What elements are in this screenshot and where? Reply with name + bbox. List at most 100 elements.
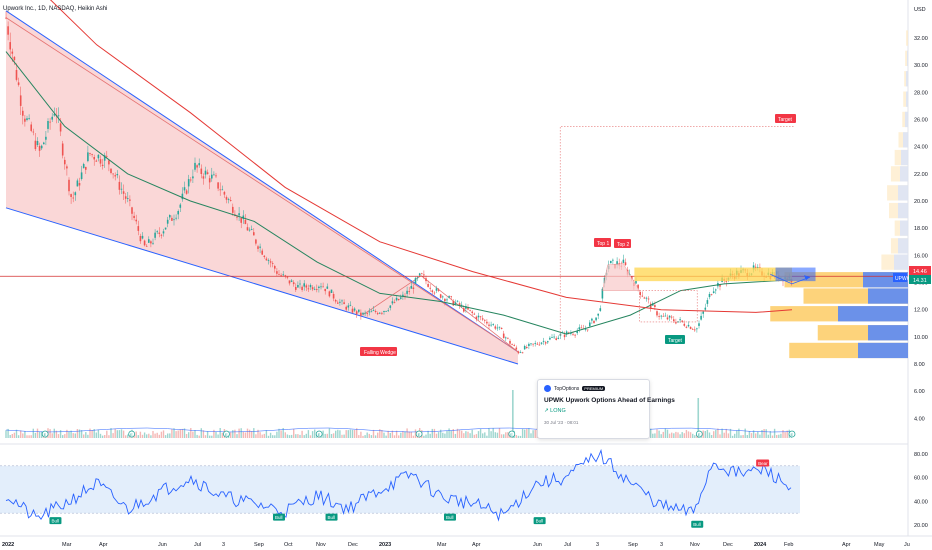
candle-body bbox=[179, 204, 182, 208]
volume-bar bbox=[452, 429, 454, 438]
ma-slow-line bbox=[49, 0, 793, 313]
volume-bar bbox=[379, 429, 381, 438]
candle-body bbox=[624, 262, 627, 265]
volume-bar bbox=[162, 430, 165, 438]
candle-body bbox=[454, 302, 457, 304]
rsi-axis[interactable]: 80.00 60.00 40.00 20.00 bbox=[914, 452, 928, 529]
candle-body bbox=[200, 168, 203, 174]
volume-bar bbox=[303, 435, 305, 438]
candle-body bbox=[337, 302, 339, 304]
volume-bar bbox=[209, 435, 211, 438]
time-axis[interactable]: 2022 Mar Apr Jun Jul 3 Sep Oct Nov Dec 2023 Mar Apr J… bbox=[2, 542, 910, 548]
volume-bar bbox=[696, 434, 698, 438]
candle-body bbox=[421, 273, 423, 275]
top1-label-bg[interactable] bbox=[594, 238, 611, 247]
target-down-label-bg[interactable] bbox=[665, 335, 685, 344]
volume-bar bbox=[752, 430, 755, 438]
time-tick-label: Nov bbox=[316, 542, 326, 548]
candle-body bbox=[637, 284, 639, 289]
volume-bar bbox=[341, 434, 343, 438]
bear-label-bg bbox=[756, 459, 770, 467]
volume-bar bbox=[146, 434, 148, 438]
candle-body bbox=[301, 286, 303, 290]
candle-body bbox=[133, 215, 135, 218]
volume-bar bbox=[219, 428, 221, 438]
rsi-tick-label: 20.00 bbox=[914, 523, 928, 529]
volume-bar bbox=[738, 428, 740, 438]
volume-bar bbox=[771, 435, 774, 438]
volume-bar bbox=[370, 435, 373, 438]
volume-bar bbox=[332, 433, 335, 438]
candle-body bbox=[345, 306, 347, 310]
premium-badge: PREMIUM bbox=[582, 386, 606, 391]
candle-body bbox=[103, 155, 106, 161]
candle-body bbox=[13, 56, 16, 61]
candle-body bbox=[601, 288, 604, 299]
volume-bar bbox=[664, 428, 667, 438]
volume-bar bbox=[719, 434, 721, 438]
candle-body bbox=[215, 175, 217, 177]
volume-bar bbox=[11, 434, 13, 438]
falling-wedge-label: Falling Wedge bbox=[364, 350, 396, 356]
volume-bar bbox=[34, 432, 37, 438]
volume-bar bbox=[156, 432, 158, 438]
volume-profile-row-up bbox=[906, 71, 908, 87]
candle-body bbox=[370, 311, 373, 313]
volume-bar bbox=[364, 435, 366, 438]
volume-profile-row-up bbox=[868, 288, 908, 304]
bear-label: Bear bbox=[758, 461, 768, 466]
time-tick-label: Oct bbox=[284, 542, 293, 548]
volume-bar bbox=[473, 434, 475, 438]
price-tick-label: 22.00 bbox=[914, 172, 928, 178]
candle-body bbox=[145, 245, 148, 247]
candle-body bbox=[471, 311, 473, 313]
candle-body bbox=[540, 342, 543, 344]
candle-body bbox=[190, 179, 192, 181]
news-title[interactable]: UPWK Upwork Options Ahead of Earnings bbox=[544, 397, 675, 404]
candle-body bbox=[276, 271, 278, 274]
volume-bar bbox=[244, 432, 247, 438]
candle-body bbox=[290, 280, 293, 282]
volume-bar bbox=[104, 435, 106, 438]
volume-bar bbox=[154, 433, 156, 438]
candle-body bbox=[752, 265, 755, 270]
candle-body bbox=[211, 174, 213, 179]
bull-label-bg bbox=[691, 520, 704, 528]
candle-body bbox=[687, 324, 690, 327]
earnings-marker bbox=[223, 430, 230, 438]
volume-bar bbox=[38, 431, 41, 438]
candle-body bbox=[715, 289, 717, 291]
volume-bar bbox=[169, 433, 171, 438]
falling-wedge-label-bg[interactable] bbox=[360, 347, 397, 356]
earnings-marker-label: E bbox=[225, 432, 228, 437]
volume-bar bbox=[515, 435, 517, 438]
earnings-marker bbox=[788, 430, 796, 438]
target-up-label-bg[interactable] bbox=[775, 114, 796, 123]
price-axis[interactable]: 32.00 30.00 28.00 26.00 24.00 22.00 20.00 18.00… bbox=[914, 36, 928, 422]
top2-label-bg[interactable] bbox=[614, 239, 631, 248]
annotation-labels: Bull Bull Bull Bull Bull Bull Bear bbox=[49, 459, 770, 528]
volume-bar bbox=[469, 433, 471, 438]
volume-bar bbox=[120, 429, 123, 438]
candle-body bbox=[437, 289, 440, 291]
volume-bar bbox=[467, 431, 469, 438]
volume-bar bbox=[305, 433, 307, 438]
rsi-band-layer bbox=[0, 465, 800, 514]
volume-bar bbox=[353, 430, 356, 438]
volume-bar bbox=[784, 432, 786, 438]
candle-body bbox=[131, 207, 133, 214]
volume-profile-row-up bbox=[901, 149, 908, 166]
price-tick-label: 32.00 bbox=[914, 36, 928, 42]
candle-body bbox=[425, 278, 427, 282]
volume-bar bbox=[668, 433, 671, 438]
volume-bar bbox=[328, 428, 331, 438]
candle-body bbox=[433, 292, 436, 294]
candle-body bbox=[148, 239, 150, 243]
candle-body bbox=[64, 159, 66, 165]
candle-body bbox=[269, 261, 272, 263]
volume-profile-row bbox=[903, 91, 908, 107]
volume-bar bbox=[776, 435, 778, 438]
candle-body bbox=[324, 288, 326, 292]
news-card[interactable]: TopOptions PREMIUM UPWK Upwork Options A… bbox=[537, 379, 675, 439]
